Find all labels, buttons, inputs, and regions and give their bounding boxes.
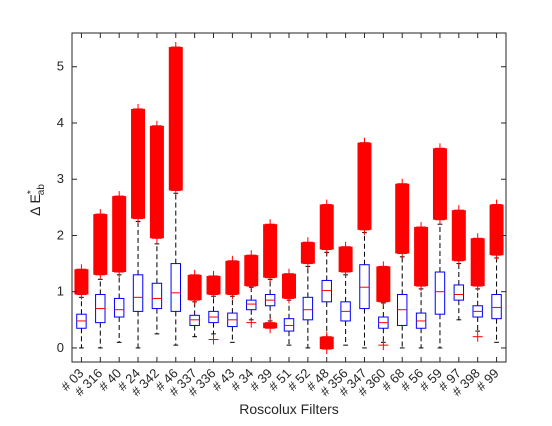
iqr-box — [132, 274, 144, 312]
box-59 — [432, 143, 447, 349]
x-tick-label: # 99 — [473, 366, 502, 395]
outlier-cluster — [338, 246, 353, 273]
box-40 — [112, 191, 127, 343]
outlier-cluster — [376, 266, 391, 302]
iqr-box — [491, 294, 502, 320]
outlier-cluster — [187, 274, 202, 301]
outlier-cluster — [451, 210, 466, 261]
outlier-cluster — [225, 260, 240, 295]
box-51 — [282, 268, 296, 346]
y-tick-label: 0 — [57, 340, 64, 355]
box-48 — [319, 199, 334, 355]
iqr-box — [434, 271, 446, 315]
outlier-cluster — [244, 255, 259, 287]
iqr-box — [283, 318, 295, 332]
box-337 — [187, 269, 202, 338]
box-342 — [149, 120, 164, 335]
outlier-cluster — [131, 108, 146, 219]
box-347 — [357, 137, 372, 349]
y-axis-label-main: Δ E — [27, 194, 43, 216]
outlier-cluster — [168, 47, 183, 191]
box-68 — [395, 178, 410, 349]
outlier-cluster — [149, 125, 164, 239]
y-tick-label: 1 — [57, 284, 64, 299]
y-axis-label: Δ E*ab — [26, 184, 47, 216]
iqr-box — [189, 314, 200, 326]
outlier-cluster — [112, 196, 127, 273]
iqr-box — [170, 263, 181, 312]
box-43 — [225, 255, 240, 343]
outlier-cluster — [93, 214, 108, 275]
y-tick-label: 5 — [57, 59, 64, 74]
box-24 — [131, 103, 146, 349]
outlier-cluster — [395, 183, 410, 254]
iqr-box — [246, 299, 257, 311]
outlier-cluster — [263, 224, 278, 278]
box-336 — [206, 270, 221, 345]
boxes-layer — [74, 42, 504, 355]
box-316 — [93, 209, 108, 349]
box-360 — [376, 261, 391, 351]
box-99 — [489, 199, 504, 343]
outlier-cluster — [74, 269, 89, 295]
iqr-box — [151, 282, 163, 310]
iqr-box — [359, 264, 370, 310]
iqr-box — [113, 297, 125, 318]
x-axis-label: Roscolux Filters — [239, 401, 339, 417]
iqr-box — [302, 296, 314, 321]
outlier-cluster — [319, 204, 334, 250]
outlier-cluster — [206, 275, 221, 295]
box-46 — [168, 42, 183, 346]
box-56 — [414, 222, 429, 349]
y-tick-label: 3 — [57, 171, 64, 186]
outlier-cluster — [300, 242, 315, 264]
y-axis-ticks: 0 1 2 3 4 5 — [57, 59, 506, 355]
box-03 — [74, 264, 89, 349]
box-39 — [263, 219, 278, 334]
outlier-cluster — [357, 142, 372, 230]
outlier-cluster — [414, 227, 429, 287]
outlier-cluster — [319, 336, 334, 350]
y-tick-label: 2 — [57, 227, 64, 242]
box-97 — [451, 205, 466, 321]
box-398 — [470, 233, 485, 342]
box-34 — [244, 250, 259, 328]
y-axis-label-sub: ab — [36, 184, 47, 196]
box-52 — [300, 237, 315, 349]
outlier-cluster — [489, 204, 504, 256]
outlier-cluster — [432, 148, 447, 220]
y-tick-label: 4 — [57, 115, 64, 130]
outlier-cluster — [282, 273, 296, 299]
iqr-box — [321, 279, 332, 303]
iqr-box — [453, 284, 465, 301]
outlier-cluster — [470, 238, 485, 287]
box-356 — [338, 241, 353, 346]
y-axis-label-sup: * — [26, 190, 37, 194]
